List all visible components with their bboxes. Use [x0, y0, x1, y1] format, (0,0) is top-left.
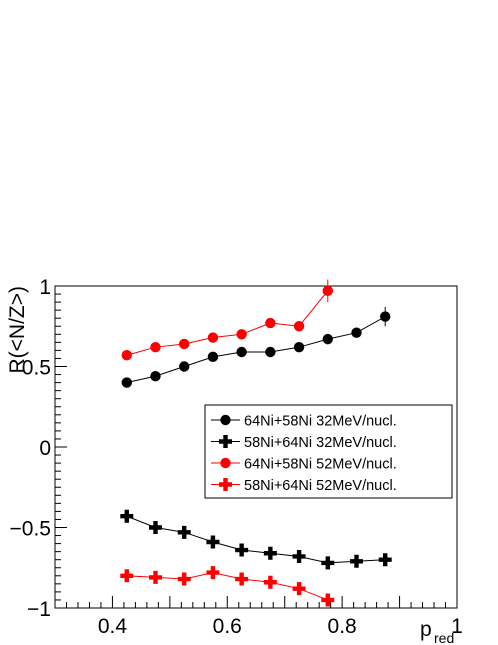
data-point: [177, 572, 191, 586]
legend-label: 64Ni+58Ni 52MeV/nucl.: [244, 457, 397, 473]
legend-entry: 64Ni+58Ni 52MeV/nucl.: [211, 457, 397, 473]
data-point: [265, 317, 276, 329]
data-point: [321, 556, 335, 570]
y-axis-ticks: −1 −0.5 0 0.5 1: [10, 276, 67, 621]
series-4: [120, 566, 335, 607]
legend-label: 58Ni+64Ni 52MeV/nucl.: [244, 478, 397, 494]
data-point: [380, 311, 391, 322]
data-point: [265, 346, 276, 358]
data-point: [293, 341, 305, 353]
data-point: [177, 525, 191, 539]
y-tick-label: −0.5: [10, 518, 51, 541]
legend-box: [204, 404, 453, 499]
legend-marker: [220, 414, 231, 426]
legend-entry: 58Ni+64Ni 32MeV/nucl.: [211, 435, 397, 451]
data-point: [292, 582, 306, 596]
y-tick-label: 0.5: [22, 357, 51, 380]
data-point: [236, 346, 247, 358]
x-axis-title-subscript: red: [434, 630, 454, 645]
data-point: [120, 569, 134, 583]
data-point: [378, 553, 392, 567]
data-point: [322, 285, 333, 297]
data-point: [322, 333, 333, 345]
data-point: [121, 350, 132, 361]
data-point: [263, 575, 277, 589]
data-point: [149, 570, 162, 584]
data-point: [150, 341, 161, 353]
x-tick-label: 1: [451, 615, 463, 638]
data-point: [150, 370, 161, 382]
x-axis-ticks: 0.4 0.6 0.8 1: [54, 596, 463, 638]
data-point: [350, 554, 363, 568]
data-point: [207, 351, 219, 363]
legend-entry: 64Ni+58Ni 32MeV/nucl.: [211, 414, 397, 430]
series-1: [121, 306, 391, 388]
y-tick-label: −1: [27, 598, 51, 621]
data-point: [121, 377, 132, 388]
x-tick-label: 0.4: [98, 615, 128, 638]
series-line: [126, 515, 386, 564]
legend-marker: [220, 457, 231, 469]
data-point: [179, 338, 190, 350]
x-axis-title: p: [420, 618, 432, 641]
data-point: [351, 327, 362, 338]
data-point: [120, 509, 134, 523]
data-point: [293, 321, 305, 332]
data-point: [179, 361, 190, 372]
data-point: [236, 329, 247, 340]
x-tick-label: 0.8: [328, 615, 357, 638]
legend: 64Ni+58Ni 32MeV/nucl. 58Ni+64Ni 32MeV/nuc…: [204, 404, 453, 499]
data-point: [263, 546, 277, 560]
data-point: [149, 521, 162, 534]
series-line: [126, 316, 386, 384]
data-point: [206, 535, 220, 549]
data-point: [292, 549, 306, 563]
series-3: [121, 279, 333, 361]
data-point: [235, 543, 249, 557]
x-tick-label: 0.6: [213, 615, 242, 638]
y-axis-title: R(<N/Z>): [6, 286, 29, 374]
y-tick-label: 1: [39, 276, 51, 299]
series-2: [120, 509, 392, 570]
legend-entry: 58Ni+64Ni 52MeV/nucl.: [211, 478, 397, 494]
legend-marker: [219, 478, 232, 491]
y-tick-label: 0: [39, 437, 51, 460]
legend-label: 64Ni+58Ni 32MeV/nucl.: [244, 414, 397, 430]
series-layer: [120, 279, 392, 607]
data-point: [321, 593, 335, 607]
data-point: [207, 332, 219, 343]
legend-label: 58Ni+64Ni 32MeV/nucl.: [244, 435, 397, 451]
data-point: [206, 566, 220, 580]
data-point: [235, 572, 249, 586]
legend-marker: [219, 435, 232, 448]
